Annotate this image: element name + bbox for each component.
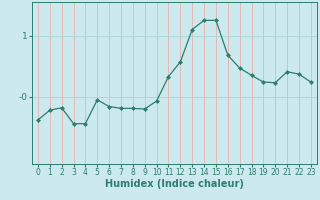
X-axis label: Humidex (Indice chaleur): Humidex (Indice chaleur) [105,179,244,189]
